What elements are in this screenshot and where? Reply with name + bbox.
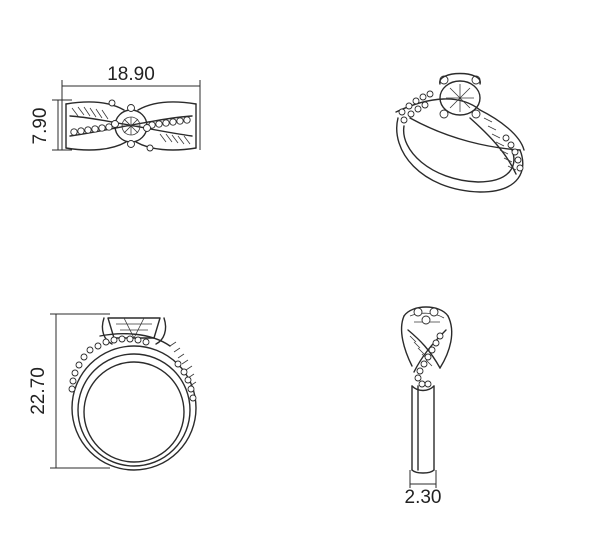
side-view: 2.30 (400, 306, 453, 508)
dimension-total-height-label: 22.70 (28, 367, 49, 415)
perspective-view (395, 72, 525, 193)
perspective-center-stone (439, 72, 481, 119)
dimension-height: 7.90 (30, 99, 72, 151)
dimension-band-width: 2.30 (405, 470, 442, 508)
dimension-height-label: 7.90 (30, 108, 51, 145)
top-view-ring (65, 99, 197, 152)
front-view-accent-stones (68, 335, 197, 402)
dimension-band-width-label: 2.30 (405, 487, 442, 508)
side-view-accent-stones (414, 332, 444, 388)
top-view-accent-stones (70, 99, 191, 152)
dimension-width-label: 18.90 (107, 64, 155, 85)
front-view: 22.70 (28, 313, 197, 471)
top-view: 18.90 7.90 (30, 64, 201, 152)
top-view-center-stone (111, 104, 151, 148)
dimension-width: 18.90 (61, 64, 201, 150)
perspective-accent-stones (398, 90, 524, 172)
dimension-total-height: 22.70 (28, 313, 110, 469)
